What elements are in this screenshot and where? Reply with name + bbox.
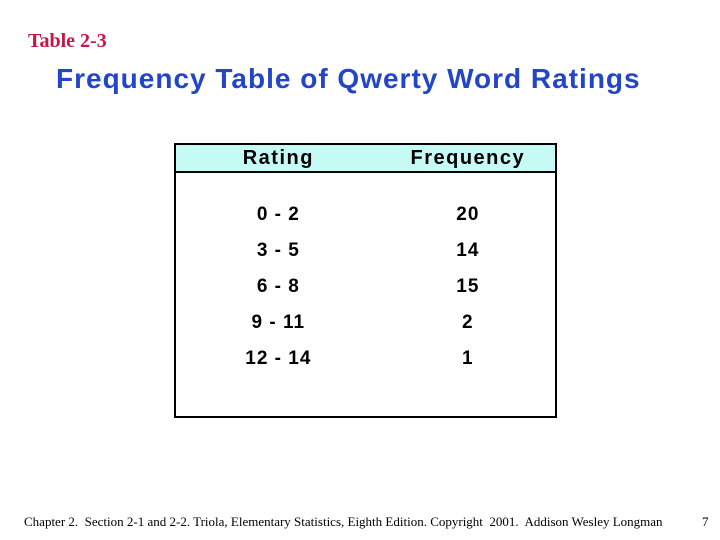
- rating-cell: 0 - 2: [256, 204, 300, 225]
- table-row: 3 - 5 14: [176, 233, 555, 269]
- table-body: 0 - 2 20 3 - 5 14 6 - 8 15 9 - 11 2 12 -…: [176, 173, 555, 377]
- page-title: Frequency Table of Qwerty Word Ratings: [56, 63, 641, 94]
- table-row: 6 - 8 15: [176, 269, 555, 305]
- table-row: 9 - 11 2: [176, 305, 555, 341]
- frequency-cell: 15: [456, 276, 480, 297]
- rating-cell: 3 - 5: [256, 240, 300, 261]
- rating-cell: 9 - 11: [251, 312, 306, 333]
- table-row: 0 - 2 20: [176, 197, 555, 233]
- rating-cell: 6 - 8: [256, 276, 300, 297]
- column-header-frequency: Frequency: [410, 146, 526, 169]
- table-label: Table 2-3: [28, 30, 107, 52]
- page-number: 7: [702, 514, 709, 529]
- frequency-cell: 1: [462, 348, 474, 369]
- column-header-rating: Rating: [242, 146, 314, 169]
- frequency-cell: 2: [462, 312, 474, 333]
- table-row: 12 - 14 1: [176, 341, 555, 377]
- frequency-cell: 20: [456, 204, 480, 225]
- table-header-row: Rating Frequency: [176, 145, 555, 173]
- frequency-cell: 14: [456, 240, 480, 261]
- footer-citation: Chapter 2. Section 2-1 and 2-2. Triola, …: [24, 514, 663, 529]
- rating-cell: 12 - 14: [245, 348, 312, 369]
- frequency-table: Rating Frequency 0 - 2 20 3 - 5 14 6 - 8…: [174, 143, 557, 418]
